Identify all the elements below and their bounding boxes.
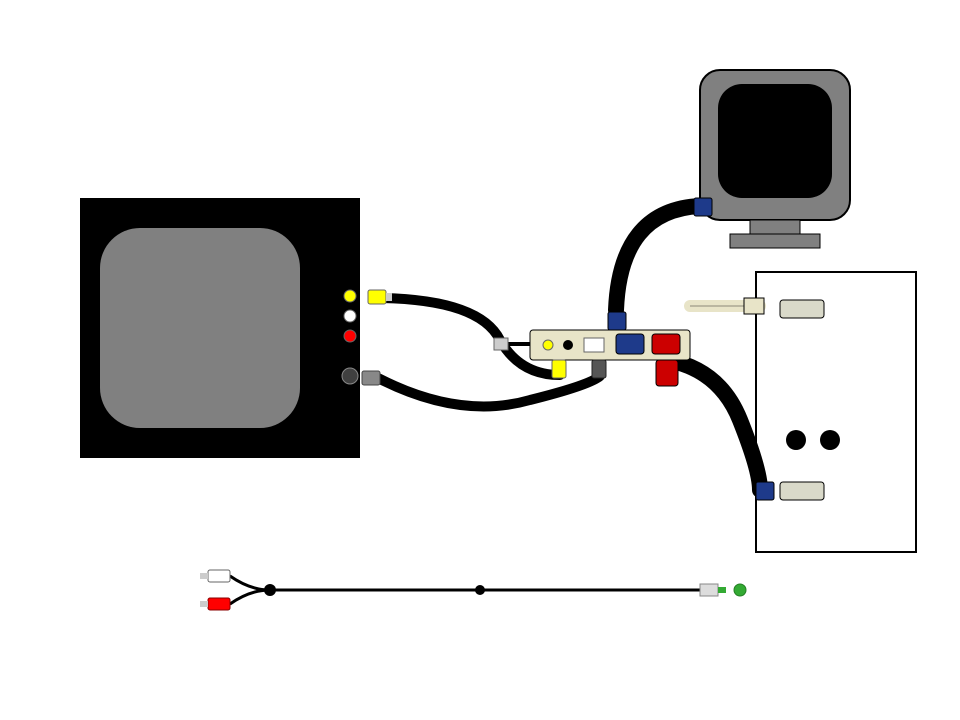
tv-port-video — [344, 290, 356, 302]
pc-indicator-dot-1 — [786, 430, 806, 450]
tv-port-audio-red — [344, 330, 356, 342]
converter-port-vga — [616, 334, 644, 354]
tv-device — [80, 198, 360, 458]
connector-hub-black — [592, 360, 606, 378]
converter-box — [530, 330, 690, 360]
pc-indicator-dot-2 — [820, 430, 840, 450]
pc-vga-port-bottom — [780, 482, 824, 500]
monitor-device — [700, 70, 850, 248]
converter-port-red — [652, 334, 680, 354]
monitor-screen — [718, 84, 832, 198]
tv-screen — [100, 228, 300, 428]
audio-port-green — [734, 584, 746, 596]
converter-port-usb — [584, 338, 604, 352]
cable-converter-to-pc-black — [668, 360, 760, 490]
tv-port-audio-white — [344, 310, 356, 322]
pc-tower — [756, 272, 916, 552]
connector-converter-vga — [608, 312, 626, 330]
converter-port-black — [563, 340, 573, 350]
audio-cable — [200, 570, 746, 610]
audio-cable-split-bottom — [230, 590, 270, 604]
connector-pc-white — [744, 298, 764, 314]
connector-barrel — [494, 338, 508, 350]
pc-vga-port-top — [780, 300, 824, 318]
connector-rca-red — [208, 598, 230, 610]
tv-port-svideo — [342, 368, 358, 384]
connector-tv-rca-yellow — [368, 290, 386, 304]
converter-port-yellow — [543, 340, 553, 350]
cable-tv-svideo — [378, 376, 600, 406]
connector-converter-red — [656, 360, 678, 386]
monitor-base-foot — [730, 234, 820, 248]
connector-monitor-vga — [694, 198, 712, 216]
connector-pc-vga-bottom — [756, 482, 774, 500]
connector-minijack — [700, 584, 718, 596]
monitor-base-neck — [750, 220, 800, 234]
audio-cable-split-top — [230, 576, 270, 590]
connection-diagram — [0, 0, 960, 720]
connector-tv-svideo — [362, 371, 380, 385]
cable-monitor-to-converter — [616, 206, 700, 310]
connector-rca-white — [208, 570, 230, 582]
connector-hub-yellow — [552, 360, 566, 378]
